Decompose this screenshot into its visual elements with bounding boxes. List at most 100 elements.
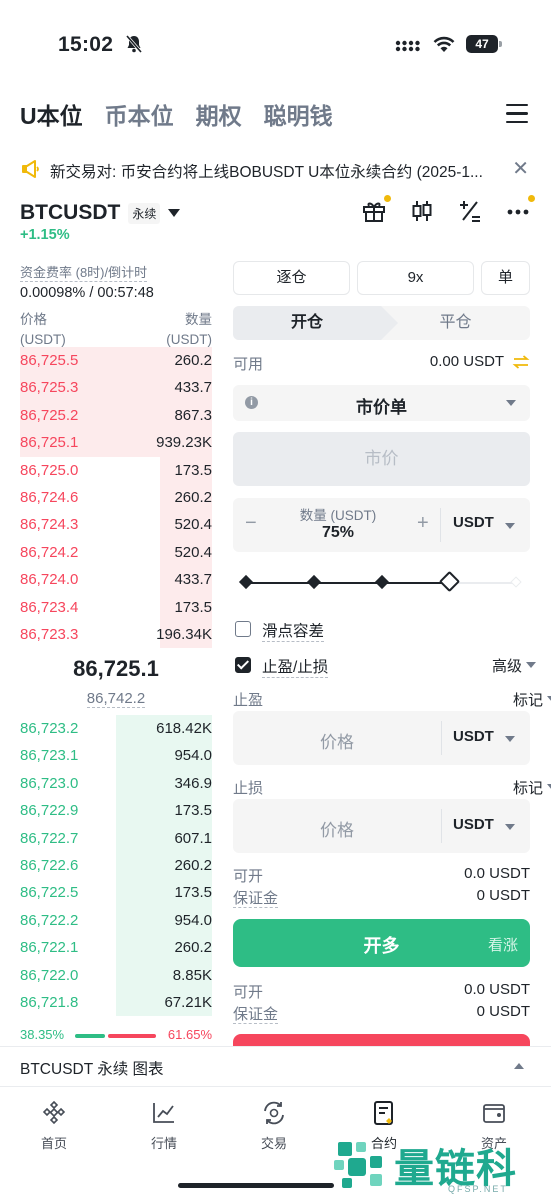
nav-assets[interactable]: 资产: [454, 1099, 534, 1152]
bid-qty: 173.5: [174, 884, 212, 902]
bell-off-icon: [125, 35, 143, 53]
nav-futures[interactable]: 合约: [344, 1099, 424, 1152]
bid-row[interactable]: 86,722.0 8.85K: [20, 961, 212, 989]
bid-row[interactable]: 86,723.0 346.9: [20, 769, 212, 798]
watermark: 量链科技 QFSP.NET: [330, 1136, 551, 1200]
margin-mode-button[interactable]: 逐仓: [233, 261, 350, 295]
buy-ratio: 38.35%: [20, 1027, 65, 1042]
chart-toggle-bar[interactable]: BTCUSDT 永续 图表: [0, 1046, 551, 1086]
price-input[interactable]: 市价: [233, 432, 530, 486]
plus-icon[interactable]: +: [417, 512, 429, 534]
depth-bar: [20, 374, 212, 402]
can-open-value: 0.0 USDT: [464, 865, 530, 882]
nav-markets[interactable]: 行情: [124, 1099, 204, 1152]
depth-bar: [116, 851, 212, 880]
quantity-input[interactable]: − 数量 (USDT) 75% + USDT: [233, 498, 530, 552]
more-icon[interactable]: [505, 195, 535, 224]
depth-bar: [160, 483, 212, 512]
tpsl-row[interactable]: 止盈/止损 高级: [233, 655, 536, 678]
ask-qty: 520.4: [174, 543, 212, 561]
status-time: 15:02: [58, 33, 114, 56]
menu-icon[interactable]: [506, 104, 528, 124]
close-icon[interactable]: ✕: [512, 158, 529, 180]
leverage-button[interactable]: 9x: [357, 261, 474, 295]
order-type-value: 市价单: [356, 398, 407, 417]
tp-label: 止盈: [233, 692, 264, 709]
tab-smart-money[interactable]: 聪明钱: [263, 103, 333, 129]
bid-row[interactable]: 86,722.5 173.5: [20, 879, 212, 907]
depth-bar: [160, 456, 212, 484]
sl-price-type[interactable]: 标记: [513, 777, 551, 798]
tp-unit[interactable]: USDT: [453, 728, 494, 745]
ask-row[interactable]: 86,725.3 433.7: [20, 374, 212, 402]
quantity-unit[interactable]: USDT: [453, 514, 494, 531]
ask-row[interactable]: 86,725.5 260.2: [20, 347, 212, 375]
ask-row[interactable]: 86,724.2 520.4: [20, 538, 212, 567]
bid-row[interactable]: 86,722.2 954.0: [20, 906, 212, 935]
position-mode-button[interactable]: 单: [481, 261, 530, 295]
ask-price: 86,725.3: [20, 379, 79, 397]
bid-qty: 173.5: [174, 802, 212, 820]
order-type-select[interactable]: i 市价单: [233, 385, 530, 421]
bid-row[interactable]: 86,722.6 260.2: [20, 851, 212, 880]
ask-row[interactable]: 86,725.2 867.3: [20, 401, 212, 430]
bid-row[interactable]: 86,723.1 954.0: [20, 742, 212, 770]
candlestick-chart-icon[interactable]: [409, 198, 435, 224]
bid-row[interactable]: 86,721.8 67.21K: [20, 988, 212, 1017]
ask-list: 86,725.5 260.2 86,725.3 433.7 86,725.2 867.3 8…: [20, 347, 212, 649]
symbol-selector[interactable]: BTCUSDT 永续: [20, 198, 181, 228]
bid-price: 86,722.1: [20, 939, 79, 957]
depth-bar: [160, 511, 212, 539]
ask-price: 86,724.2: [20, 543, 79, 561]
tp-price-type[interactable]: 标记: [513, 689, 551, 710]
bid-row[interactable]: 86,722.1 260.2: [20, 934, 212, 962]
funding-rate[interactable]: 资金费率 (8时)/倒计时 0.00098% / 00:57:48: [20, 262, 220, 301]
caret-down-icon: [506, 400, 516, 406]
open-long-button[interactable]: 开多 看涨: [233, 919, 530, 967]
ask-price: 86,725.1: [20, 434, 79, 452]
ask-row[interactable]: 86,724.0 433.7: [20, 566, 212, 594]
ask-row[interactable]: 86,725.0 173.5: [20, 456, 212, 484]
ask-qty: 260.2: [174, 488, 212, 506]
bid-row[interactable]: 86,723.2 618.42K: [20, 715, 212, 743]
tab-close[interactable]: 平仓: [439, 314, 472, 331]
tab-open[interactable]: 开仓: [233, 306, 398, 340]
perpetual-badge: 永续: [128, 202, 161, 224]
announcement-bar[interactable]: 新交易对: 币安合约将上线BOBUSDT U本位永续合约 (2025-1... …: [0, 152, 551, 188]
depth-bar: [116, 715, 212, 743]
tab-options[interactable]: 期权: [195, 103, 242, 129]
last-price[interactable]: 86,725.1: [73, 656, 159, 681]
ask-row[interactable]: 86,724.6 260.2: [20, 483, 212, 512]
caret-down-icon: [505, 824, 515, 830]
slippage-row[interactable]: 滑点容差: [233, 619, 530, 642]
quantity-slider[interactable]: [238, 570, 522, 593]
info-icon[interactable]: i: [245, 396, 258, 409]
trade-icon: [264, 1101, 284, 1125]
bid-row[interactable]: 86,722.7 607.1: [20, 824, 212, 852]
slippage-checkbox[interactable]: [235, 621, 251, 637]
caret-up-icon: [514, 1063, 524, 1069]
margin-row-2: 保证金 0 USDT: [233, 1003, 530, 1024]
ask-row[interactable]: 86,723.3 196.34K: [20, 620, 212, 649]
tab-usdm[interactable]: U本位: [20, 103, 83, 129]
slider-thumb[interactable]: [438, 570, 461, 593]
ask-row[interactable]: 86,724.3 520.4: [20, 511, 212, 539]
ask-row[interactable]: 86,725.1 939.23K: [20, 429, 212, 457]
tab-coinm[interactable]: 币本位: [104, 103, 174, 129]
transfer-icon[interactable]: [512, 355, 530, 369]
nav-home[interactable]: 首页: [14, 1099, 94, 1152]
caret-down-icon: [505, 736, 515, 742]
gift-icon[interactable]: [361, 195, 391, 224]
minus-icon[interactable]: −: [245, 512, 257, 534]
calculator-icon[interactable]: [457, 198, 483, 224]
advanced-dropdown[interactable]: 高级: [492, 655, 536, 676]
bid-row[interactable]: 86,722.9 173.5: [20, 797, 212, 825]
nav-trade[interactable]: 交易: [234, 1099, 314, 1152]
sl-price-input[interactable]: 价格 USDT: [233, 799, 530, 853]
tp-price-input[interactable]: 价格 USDT: [233, 711, 530, 765]
ask-row[interactable]: 86,723.4 173.5: [20, 593, 212, 621]
depth-bar: [116, 824, 212, 852]
tpsl-checkbox[interactable]: [235, 657, 251, 673]
sl-unit[interactable]: USDT: [453, 816, 494, 833]
price-change: +1.15%: [20, 227, 70, 243]
